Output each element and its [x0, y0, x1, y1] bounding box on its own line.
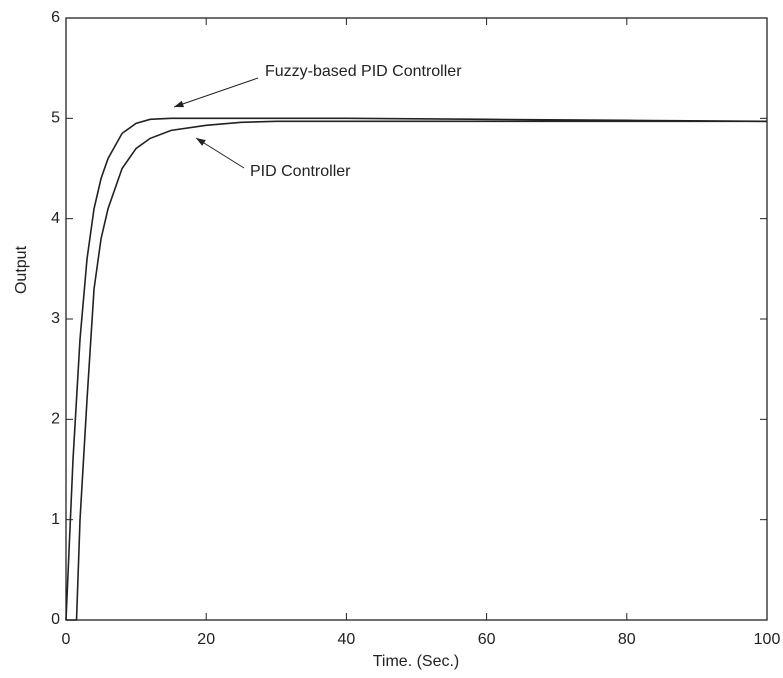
plot-frame	[66, 18, 767, 620]
y-tick-label: 6	[51, 9, 60, 26]
y-tick-label: 3	[51, 310, 60, 327]
y-axis-label: Output	[13, 245, 30, 294]
x-tick-label: 80	[618, 631, 636, 648]
y-tick-label: 2	[51, 411, 60, 428]
annotation: Fuzzy-based PID Controller	[265, 63, 462, 80]
x-tick-label: 60	[478, 631, 496, 648]
x-tick-label: 40	[338, 631, 356, 648]
y-tick-label: 0	[51, 611, 60, 628]
x-axis-label: Time. (Sec.)	[373, 653, 460, 670]
y-tick-label: 1	[51, 511, 60, 528]
x-tick-label: 100	[754, 631, 781, 648]
annotation: PID Controller	[250, 163, 351, 180]
y-tick-label: 4	[51, 210, 60, 227]
series-line	[66, 118, 767, 620]
series-line	[66, 121, 767, 620]
arrow-head	[174, 101, 184, 107]
annotation-arrow	[174, 78, 258, 107]
arrow-head	[196, 138, 206, 146]
x-tick-label: 20	[197, 631, 215, 648]
x-tick-label: 0	[62, 631, 71, 648]
y-tick-label: 5	[51, 110, 60, 127]
chart: Time. (Sec.) Output 0 20 40 60 80 100 0 1 2 3 4 5 6 F…	[0, 0, 783, 678]
